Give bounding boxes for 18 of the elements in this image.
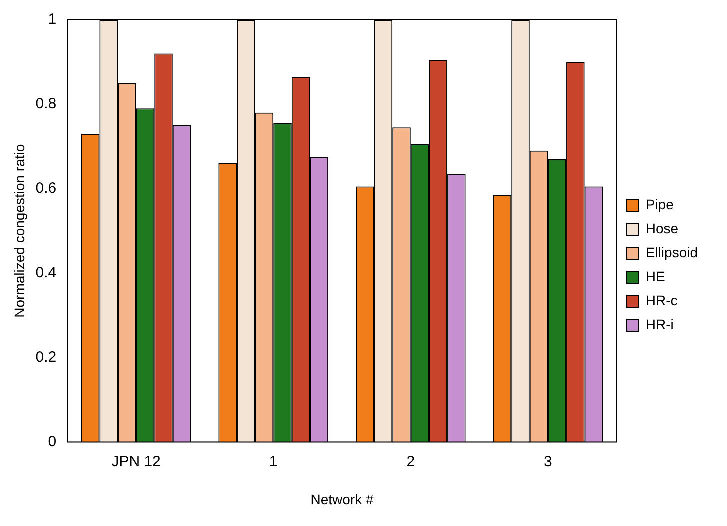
x-tick-label: 2 bbox=[406, 453, 416, 470]
legend-label: HR-c bbox=[646, 292, 678, 308]
x-tick-label: 1 bbox=[269, 453, 278, 470]
y-tick-label: 0.8 bbox=[36, 96, 57, 113]
y-tick-label: 0 bbox=[48, 433, 57, 450]
x-tick-label: 3 bbox=[544, 453, 552, 470]
legend-label: Hose bbox=[646, 220, 679, 236]
y-tick-label: 0.6 bbox=[36, 180, 57, 198]
y-tick-label: 0.4 bbox=[36, 264, 57, 282]
x-axis-title: Network # bbox=[310, 491, 374, 508]
legend-label: Ellipsoid bbox=[646, 244, 698, 260]
legend-label: HE bbox=[646, 268, 666, 284]
y-tick-label: 0.2 bbox=[36, 348, 57, 366]
y-axis-title: Normalized congestion ratio bbox=[11, 144, 28, 318]
legend-label: Pipe bbox=[646, 196, 674, 212]
y-tick-label: 1 bbox=[48, 11, 57, 28]
x-tick-label: JPN 12 bbox=[112, 453, 161, 470]
legend-label: HR-i bbox=[646, 316, 674, 332]
